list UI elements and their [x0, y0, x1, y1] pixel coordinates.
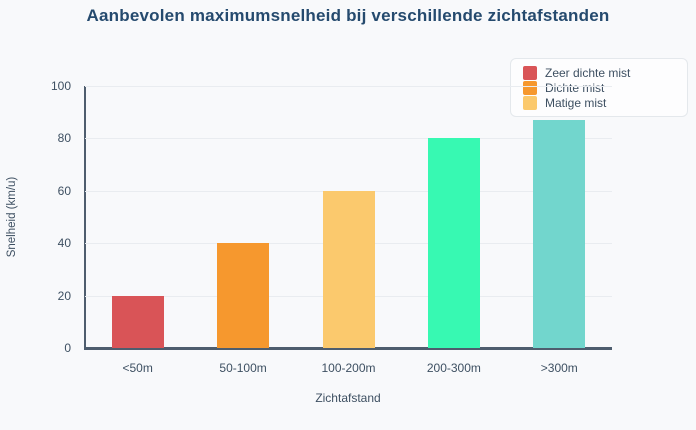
- x-tick-label: 50-100m: [219, 361, 267, 375]
- y-tick-label: 0: [64, 341, 71, 355]
- chart-title: Aanbevolen maximumsnelheid bij verschill…: [86, 6, 610, 25]
- y-tick-label: 100: [50, 79, 71, 93]
- x-tick-label: <50m: [122, 361, 153, 375]
- y-axis-title: Snelheid (km/u): [6, 176, 18, 258]
- legend-item[interactable]: Zeer dichte mist: [523, 65, 675, 80]
- y-tick-label: 80: [57, 131, 71, 146]
- bar-200-300m[interactable]: [427, 138, 480, 348]
- gridline: [85, 138, 612, 140]
- x-tick-label: >300m: [540, 361, 578, 375]
- bar-100-200m[interactable]: [322, 190, 375, 348]
- x-tick-label: 200-300m: [426, 361, 481, 375]
- y-tick-label: 60: [57, 183, 71, 198]
- legend-item[interactable]: Dichte mist: [523, 80, 675, 95]
- legend-swatch: [523, 95, 537, 110]
- legend-label: Zeer dichte mist: [545, 65, 631, 80]
- y-tick-label: 20: [57, 288, 71, 303]
- legend-item[interactable]: Matige mist: [523, 95, 675, 110]
- bar-50-100m[interactable]: [217, 243, 270, 348]
- gridline: [85, 86, 612, 87]
- y-axis-line: [84, 86, 86, 349]
- x-axis-line: [84, 347, 612, 350]
- bar--300m[interactable]: [533, 120, 586, 348]
- legend-swatch: [523, 80, 537, 95]
- legend: Zeer dichte mist Dichte mist Matige mist: [510, 58, 688, 117]
- x-tick-label: 100-200m: [321, 361, 376, 375]
- bar--50m[interactable]: [111, 295, 164, 348]
- legend-label: Matige mist: [545, 95, 607, 110]
- y-tick-label: 40: [57, 236, 71, 251]
- legend-swatch: [523, 65, 537, 80]
- legend-label: Dichte mist: [545, 80, 605, 95]
- x-axis-title: Zichtafstand: [315, 391, 381, 405]
